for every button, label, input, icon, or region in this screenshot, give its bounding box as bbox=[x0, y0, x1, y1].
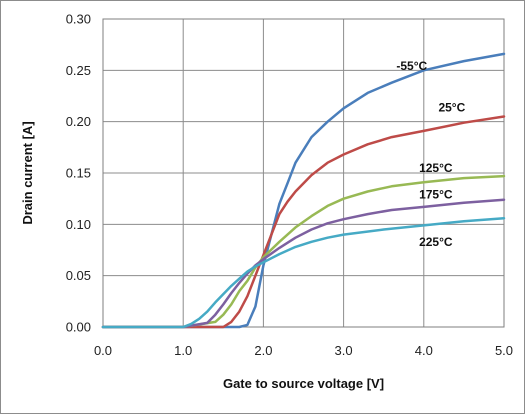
series-line bbox=[101, 216, 506, 329]
series-line bbox=[101, 115, 506, 329]
x-tick-label: 2.0 bbox=[254, 343, 272, 358]
x-tick-label: 5.0 bbox=[495, 343, 513, 358]
x-tick-label: 4.0 bbox=[415, 343, 433, 358]
y-tick-label: 0.30 bbox=[66, 12, 91, 27]
y-tick-label: 0.25 bbox=[66, 63, 91, 78]
x-axis-title: Gate to source voltage [V] bbox=[223, 376, 384, 391]
series-label: -55°C bbox=[396, 59, 427, 73]
plot-area-border bbox=[102, 18, 505, 328]
series-line bbox=[101, 174, 506, 329]
x-tick-label: 3.0 bbox=[335, 343, 353, 358]
series-label: 225°C bbox=[419, 235, 453, 249]
series-label: 25°C bbox=[438, 100, 465, 114]
series-line bbox=[101, 198, 506, 329]
y-tick-label: 0.20 bbox=[66, 114, 91, 129]
series-label: 175°C bbox=[419, 188, 453, 202]
y-tick-label: 0.00 bbox=[66, 320, 91, 335]
y-axis-title: Drain current [A] bbox=[20, 121, 35, 224]
tick-labels: 0.0 1.0 2.0 3.0 4.0 5.0 0.00 0.05 0.10 0.15 0.20 0.… bbox=[66, 12, 513, 359]
series-line bbox=[101, 52, 506, 329]
y-tick-label: 0.10 bbox=[66, 217, 91, 232]
x-tick-label: 1.0 bbox=[174, 343, 192, 358]
y-tick-label: 0.15 bbox=[66, 166, 91, 181]
y-tick-label: 0.05 bbox=[66, 268, 91, 283]
x-tick-label: 0.0 bbox=[94, 343, 112, 358]
series-labels: -55°C 25°C 125°C 175°C 225°C bbox=[396, 59, 465, 249]
series-lines bbox=[101, 52, 506, 329]
series-label: 125°C bbox=[419, 161, 453, 175]
